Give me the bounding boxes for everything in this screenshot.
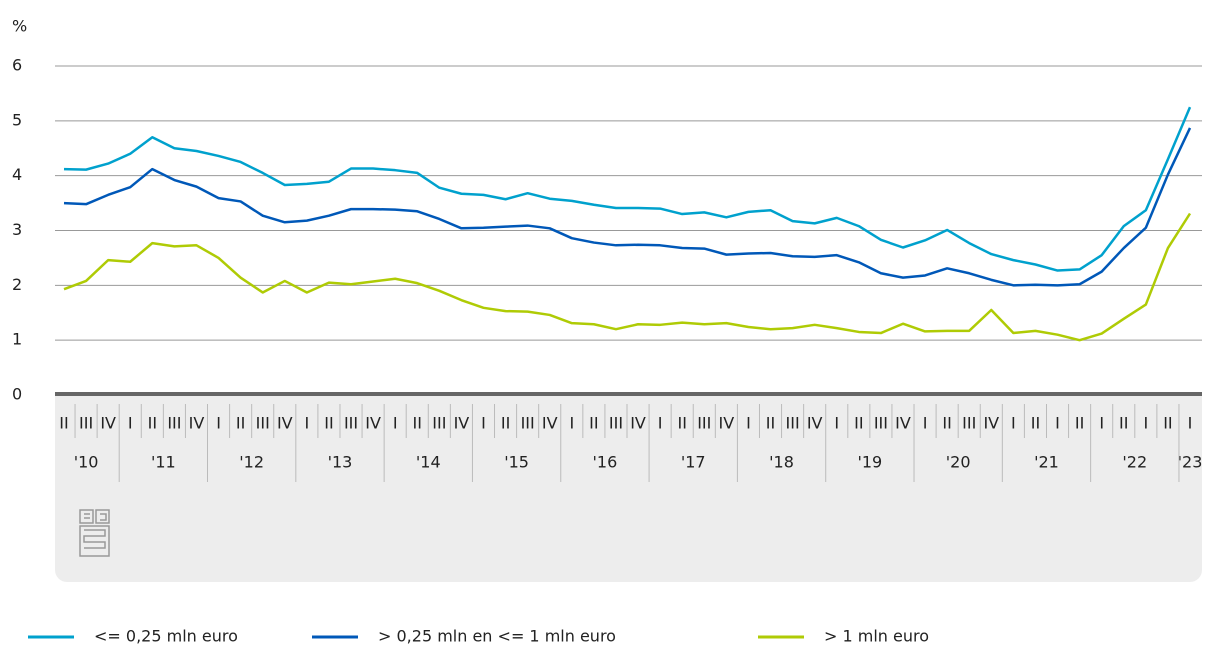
series-line: [63, 127, 1192, 287]
x-tick-label: IV: [807, 414, 823, 433]
x-group-label: '20: [946, 453, 971, 472]
x-tick-label: I: [1011, 414, 1016, 433]
x-tick-label: IV: [454, 414, 470, 433]
x-tick-label: II: [59, 414, 68, 433]
y-tick-label: 4: [12, 165, 22, 184]
x-tick-label: III: [344, 414, 358, 433]
x-group-label: '21: [1034, 453, 1059, 472]
x-tick-label: III: [432, 414, 446, 433]
x-tick-label: III: [874, 414, 888, 433]
x-tick-label: III: [962, 414, 976, 433]
x-group-label: '19: [857, 453, 882, 472]
x-tick-label: IV: [365, 414, 381, 433]
x-tick-label: I: [1188, 414, 1193, 433]
y-tick-label: 0: [12, 385, 22, 404]
x-tick-label: II: [501, 414, 510, 433]
x-tick-label: IV: [100, 414, 116, 433]
x-tick-label: I: [658, 414, 663, 433]
x-tick-label: IV: [983, 414, 999, 433]
x-tick-label: I: [834, 414, 839, 433]
x-tick-label: II: [589, 414, 598, 433]
series-line: [63, 212, 1192, 342]
x-group-label: '12: [239, 453, 264, 472]
axis-panel: [55, 393, 1202, 582]
x-group-label: '15: [504, 453, 529, 472]
x-group-label: '13: [328, 453, 353, 472]
x-group-label: '22: [1122, 453, 1147, 472]
x-tick-label: II: [236, 414, 245, 433]
x-tick-label: II: [148, 414, 157, 433]
x-tick-label: I: [923, 414, 928, 433]
y-tick-label: 6: [12, 56, 22, 75]
x-tick-label: II: [854, 414, 863, 433]
x-tick-label: III: [167, 414, 181, 433]
y-tick-label: 5: [12, 110, 22, 129]
y-axis-label: %: [12, 17, 27, 36]
x-tick-label: II: [942, 414, 951, 433]
x-tick-label: IV: [277, 414, 293, 433]
x-tick-label: I: [216, 414, 221, 433]
x-tick-label: I: [128, 414, 133, 433]
x-tick-label: I: [393, 414, 398, 433]
x-tick-label: III: [256, 414, 270, 433]
y-tick-label: 1: [12, 330, 22, 349]
x-group-label: '17: [681, 453, 706, 472]
y-tick-label: 2: [12, 275, 22, 294]
x-tick-label: I: [481, 414, 486, 433]
x-tick-label: III: [521, 414, 535, 433]
x-tick-label: I: [569, 414, 574, 433]
x-tick-label: III: [609, 414, 623, 433]
x-tick-label: II: [1075, 414, 1084, 433]
x-tick-label: II: [1119, 414, 1128, 433]
x-tick-label: II: [677, 414, 686, 433]
legend-label: > 1 mln euro: [824, 627, 929, 646]
x-group-label: '11: [151, 453, 176, 472]
x-group-label: '10: [74, 453, 99, 472]
x-tick-label: III: [697, 414, 711, 433]
legend-label: > 0,25 mln en <= 1 mln euro: [378, 627, 616, 646]
x-group-label: '16: [593, 453, 618, 472]
x-tick-label: IV: [630, 414, 646, 433]
x-tick-label: IV: [895, 414, 911, 433]
series-line: [63, 106, 1192, 272]
x-tick-label: II: [766, 414, 775, 433]
cbs-logo: [79, 509, 110, 557]
legend-label: <= 0,25 mln euro: [94, 627, 238, 646]
x-tick-label: I: [746, 414, 751, 433]
x-tick-label: IV: [719, 414, 735, 433]
x-tick-label: IV: [189, 414, 205, 433]
x-tick-label: I: [1143, 414, 1148, 433]
x-group-label: '18: [769, 453, 794, 472]
x-tick-label: I: [1099, 414, 1104, 433]
x-tick-label: IV: [542, 414, 558, 433]
x-tick-label: II: [1031, 414, 1040, 433]
x-tick-label: III: [79, 414, 93, 433]
x-group-label: '23: [1178, 453, 1203, 472]
x-group-label: '14: [416, 453, 441, 472]
x-tick-label: I: [305, 414, 310, 433]
x-tick-label: II: [324, 414, 333, 433]
y-tick-label: 3: [12, 220, 22, 239]
x-tick-label: III: [786, 414, 800, 433]
x-tick-label: I: [1055, 414, 1060, 433]
x-tick-label: II: [1163, 414, 1172, 433]
x-tick-label: II: [413, 414, 422, 433]
